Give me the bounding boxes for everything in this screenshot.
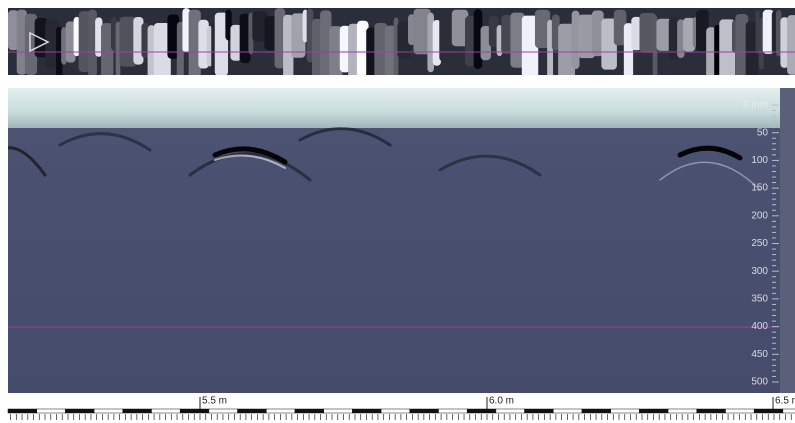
ruler-band [783, 409, 795, 413]
scrollbar[interactable] [780, 88, 795, 393]
depth-label: 200 [751, 210, 768, 221]
ruler-band [467, 409, 496, 413]
ruler-band [726, 409, 755, 413]
ruler-band [525, 409, 554, 413]
ruler-band [697, 409, 726, 413]
distance-label: 5.5 m [202, 396, 227, 407]
stripe [787, 15, 795, 75]
ruler-band [553, 409, 582, 413]
depth-label: 400 [751, 321, 768, 332]
ruler-band [639, 409, 668, 413]
ruler-band [295, 409, 324, 413]
distance-label: 6.0 m [489, 396, 514, 407]
ruler-band [238, 409, 267, 413]
ruler-band [180, 409, 209, 413]
radargram [0, 88, 780, 393]
ruler-band [668, 409, 697, 413]
ruler-band [123, 409, 152, 413]
depth-label: 250 [751, 238, 768, 249]
ruler-band [152, 409, 181, 413]
depth-label: 500 [751, 377, 768, 388]
ruler-band [611, 409, 640, 413]
ruler-band [352, 409, 381, 413]
ruler-band [94, 409, 123, 413]
depth-label: 450 [751, 349, 768, 360]
ruler-band [582, 409, 611, 413]
ruler-band [65, 409, 94, 413]
depth-label: 0 mm [743, 100, 768, 111]
ruler-band [439, 409, 468, 413]
ruler-band [410, 409, 439, 413]
depth-label: 300 [751, 266, 768, 277]
ruler-band [8, 409, 37, 413]
gpr-view: 0 mm 50 100 150 200 250 300 350 400 450 500 5.5 m 6… [0, 0, 795, 423]
ruler-band [754, 409, 783, 413]
depth-label: 350 [751, 294, 768, 305]
ruler-band [496, 409, 525, 413]
ruler-band [381, 409, 410, 413]
depth-label: 150 [751, 183, 768, 194]
depth-label: 100 [751, 155, 768, 166]
ruler-band [209, 409, 238, 413]
ruler-band [266, 409, 295, 413]
depth-label: 50 [757, 127, 769, 138]
page: 0 mm 50 100 150 200 250 300 350 400 450 500 5.5 m 6… [0, 0, 795, 423]
distance-label: 6.5 m [775, 396, 795, 407]
ruler-band [324, 409, 353, 413]
distance-ruler: 5.5 m 6.0 m 6.5 m [8, 396, 795, 420]
ruler-band [37, 409, 66, 413]
